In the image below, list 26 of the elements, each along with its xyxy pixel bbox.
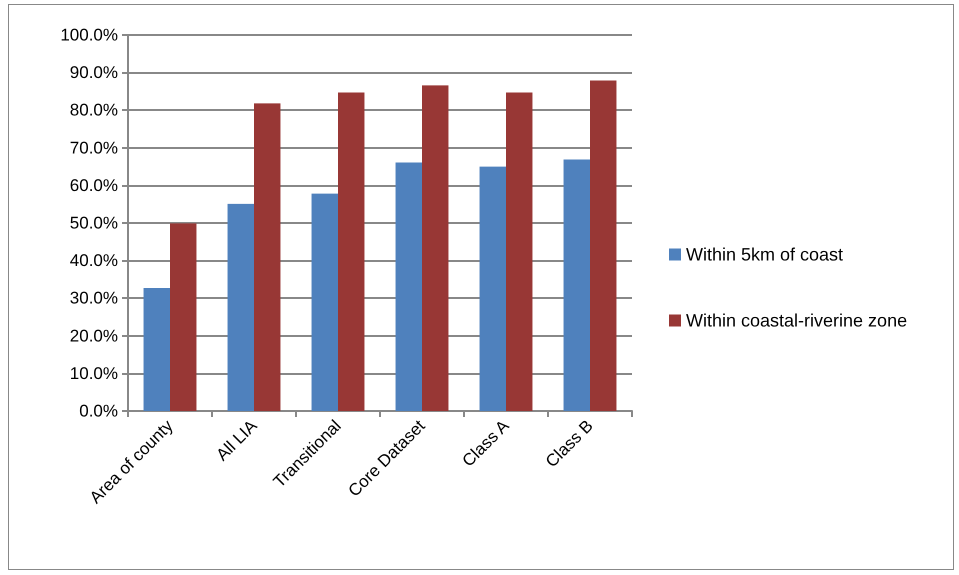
legend-label: Within coastal-riverine zone (686, 310, 908, 330)
y-tick-label: 50.0% (70, 214, 118, 232)
bar (144, 288, 170, 411)
legend-label: Within 5km of coast (686, 244, 844, 264)
y-tick-label: 60.0% (70, 176, 118, 195)
bar (480, 166, 506, 411)
bar (422, 85, 448, 411)
bar (228, 204, 254, 411)
y-tick-label: 20.0% (70, 326, 118, 346)
bar (590, 80, 616, 411)
bar (396, 162, 422, 411)
x-tick-label: All LIA (212, 416, 262, 464)
y-tick-label: 30.0% (70, 288, 118, 308)
y-tick-label: 0.0% (79, 402, 118, 420)
bar (564, 159, 590, 411)
y-tick-label: 10.0% (70, 364, 118, 383)
y-tick-label: 100.0% (60, 26, 118, 44)
y-tick-label: 90.0% (70, 63, 118, 82)
y-tick-label: 70.0% (70, 138, 118, 158)
bar (338, 92, 364, 411)
bar (312, 194, 338, 411)
bar (170, 223, 196, 411)
bar (254, 103, 280, 411)
bar (506, 92, 532, 411)
y-tick-label: 40.0% (70, 251, 118, 270)
y-tick-label: 80.0% (70, 100, 118, 120)
